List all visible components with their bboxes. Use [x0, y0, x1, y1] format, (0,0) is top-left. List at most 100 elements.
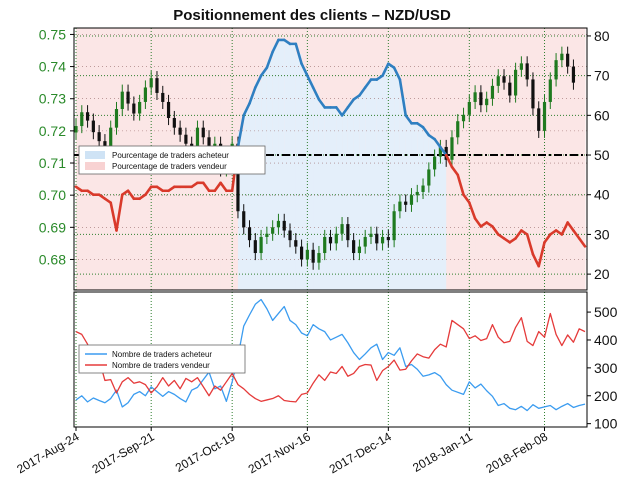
seller-zone-fill — [446, 28, 453, 161]
legend-label-seller-count: Nombre de traders vendeur — [112, 361, 210, 370]
x-axis-tick-label: 2017-Oct-19 — [173, 429, 238, 475]
seller-zone-fill — [509, 28, 517, 241]
seller-zone-fill — [185, 28, 193, 187]
price-axis-tick-label: 0.69 — [39, 219, 66, 235]
seller-zone-fill — [532, 28, 540, 261]
seller-zone-fill — [128, 28, 135, 195]
seller-zone-fill — [469, 28, 476, 211]
count-axis-tick-label: 400 — [594, 332, 618, 348]
sentiment-line-segment — [271, 38, 280, 54]
price-candle-body — [537, 108, 541, 131]
seller-zone-fill — [457, 184, 465, 290]
sentiment-line-segment — [363, 78, 373, 89]
buyer-zone-fill — [423, 131, 430, 290]
seller-zone-fill — [145, 190, 152, 290]
seller-zone-fill — [521, 232, 528, 290]
price-candle-body — [97, 132, 101, 142]
price-candle-body — [519, 63, 523, 70]
x-axis-tick-label: 2018-Feb-08 — [483, 429, 550, 476]
price-candle-body — [450, 137, 454, 160]
sentiment-line-segment — [444, 153, 454, 169]
seller-zone-fill — [93, 194, 100, 290]
sentiment-line-segment — [109, 201, 118, 232]
buyer-zone-fill — [347, 103, 355, 290]
sentiment-line-segment — [433, 137, 442, 149]
price-candle-body — [542, 101, 547, 131]
sentiment-line-segment — [213, 181, 222, 193]
price-candle-body — [259, 236, 263, 254]
seller-zone-fill — [579, 242, 586, 290]
sentiment-line-segment — [531, 252, 541, 268]
price-candle-body — [485, 98, 489, 106]
price-candle-body — [346, 224, 350, 241]
sentiment-line-segment — [259, 66, 269, 77]
sentiment-axis-tick-label: 60 — [594, 107, 610, 123]
lower-legend: Nombre de traders acheteur Nombre de tra… — [78, 344, 246, 374]
price-candle-body — [357, 246, 362, 254]
seller-zone-fill — [243, 28, 251, 156]
lower-panel: 100 200 300 400 500 Nombre de traders achete… — [73, 291, 618, 432]
price-candle-body — [554, 60, 558, 80]
seller-zone-fill — [480, 224, 488, 290]
seller-zone-fill — [232, 28, 239, 169]
price-candle-body — [531, 79, 535, 109]
seller-zone-fill — [203, 186, 210, 290]
sentiment-line-segment — [340, 106, 350, 117]
seller-count-line — [75, 312, 586, 403]
seller-zone-fill — [475, 222, 482, 290]
seller-zone-fill — [191, 28, 198, 185]
price-candle-body — [352, 240, 356, 254]
sentiment-line-segment — [577, 237, 587, 248]
price-axis-tick-label: 0.72 — [39, 123, 66, 139]
sentiment-axis-tick-label: 80 — [594, 28, 610, 44]
seller-zone-fill — [556, 28, 563, 233]
seller-zone-fill — [203, 28, 210, 187]
sentiment-line-segment — [306, 74, 315, 89]
price-axis-tick-label: 0.73 — [39, 91, 66, 107]
upper-plot-frame — [73, 27, 588, 291]
seller-zone-fill — [521, 28, 528, 233]
price-candle-body — [236, 143, 240, 212]
seller-zone-fill — [220, 28, 227, 187]
seller-zone-fill — [330, 28, 337, 156]
sentiment-line-segment — [242, 102, 251, 117]
price-candle-body — [409, 195, 414, 205]
lower-plot-frame — [73, 291, 588, 428]
price-candle-body — [421, 185, 425, 192]
buyer-zone-fill — [434, 143, 441, 290]
count-axis-tick-label: 200 — [594, 388, 618, 404]
x-axis-tick-label: 2017-Nov-16 — [246, 429, 313, 476]
seller-zone-fill — [180, 28, 187, 187]
seller-zone-fill — [556, 232, 563, 290]
seller-zone-fill — [237, 28, 245, 156]
price-axis-tick-label: 0.70 — [39, 187, 66, 203]
price-candle-body — [172, 118, 176, 128]
price-candle-body — [328, 236, 333, 244]
price-candle-body — [294, 240, 298, 247]
seller-zone-fill — [145, 28, 152, 191]
seller-zone-fill — [81, 190, 89, 290]
seller-zone-fill — [463, 28, 470, 199]
seller-zone-fill — [209, 28, 216, 191]
seller-zone-fill — [324, 28, 331, 156]
buyer-zone-fill — [376, 77, 384, 290]
seller-zone-fill — [156, 28, 164, 189]
seller-zone-fill — [162, 28, 170, 191]
price-candle-body — [566, 53, 570, 67]
seller-zone-fill — [573, 28, 580, 235]
price-axis-tick-label: 0.75 — [39, 26, 66, 42]
seller-zone-fill — [122, 192, 129, 290]
seller-zone-fill — [451, 170, 459, 290]
seller-zone-fill — [411, 28, 418, 156]
buyer-zone-fill — [284, 41, 291, 291]
seller-zone-fill — [567, 226, 574, 290]
seller-zone-fill — [428, 28, 436, 156]
price-candle-body — [265, 233, 269, 237]
price-candle-body — [276, 220, 281, 228]
price-candle-body — [490, 85, 495, 99]
sentiment-line-segment — [462, 193, 471, 204]
seller-zone-fill — [214, 186, 222, 290]
price-candle-body — [109, 127, 113, 150]
price-candle-body — [74, 126, 78, 133]
